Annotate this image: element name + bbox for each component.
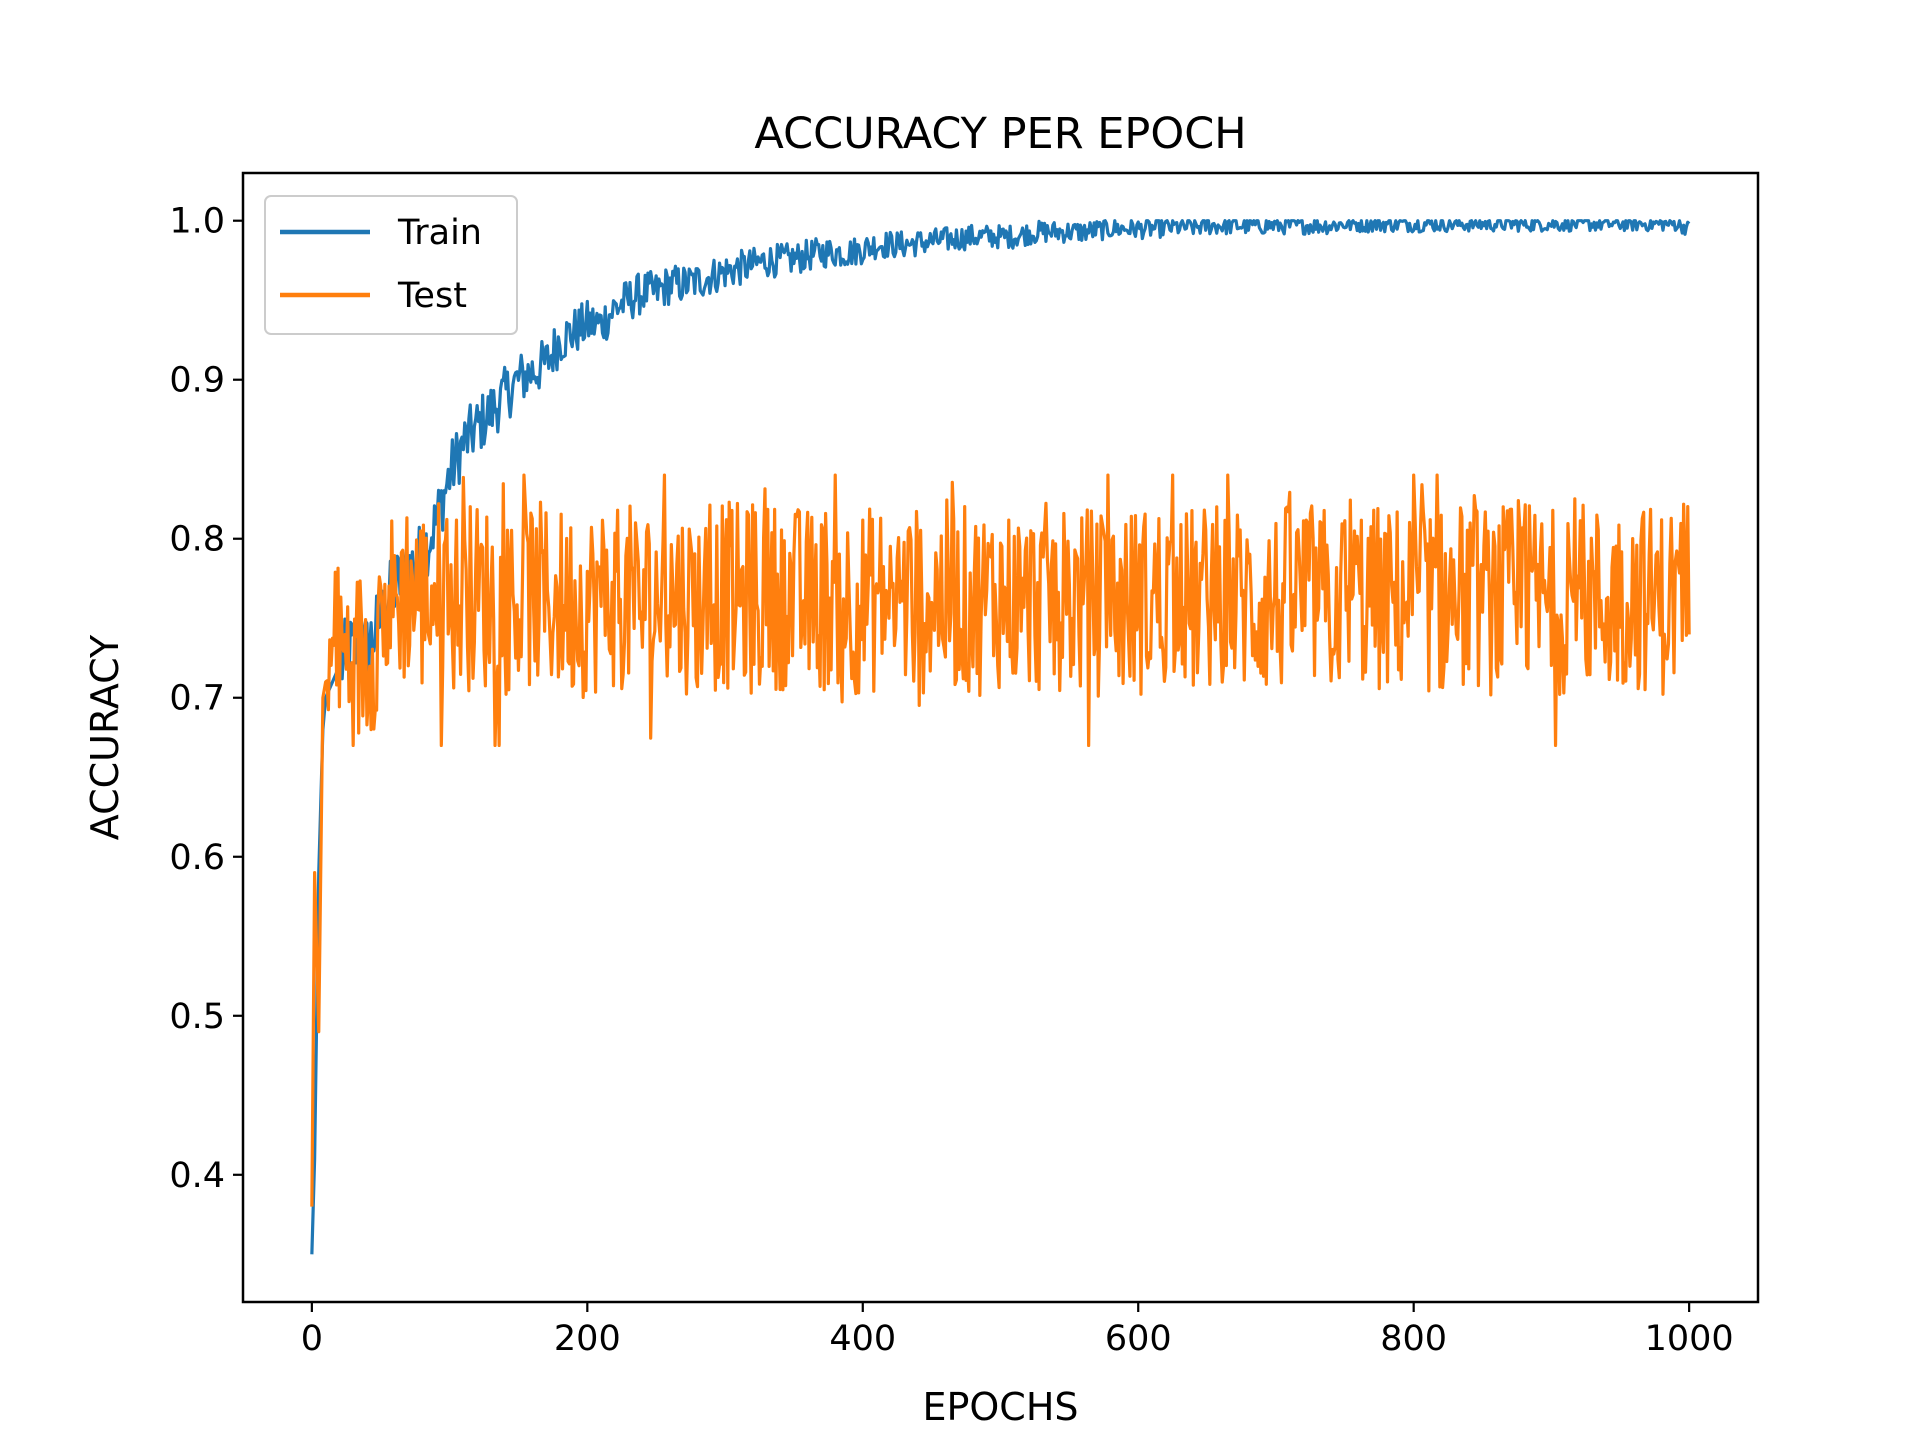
series-layer [310,219,1691,1255]
legend-label-train: Train [397,213,482,253]
x-tick-label: 1000 [1645,1319,1734,1359]
x-axis-title: EPOCHS [922,1385,1078,1429]
x-tick-label: 600 [1105,1319,1172,1359]
y-tick-label: 0.9 [169,361,225,401]
y-tick-label: 0.4 [169,1156,225,1196]
y-tick-label: 0.8 [169,520,225,560]
series-line-test [310,473,1691,1207]
y-axis-title: ACCURACY [83,634,127,840]
x-tick-label: 400 [829,1319,896,1359]
x-tick-label: 800 [1380,1319,1447,1359]
x-tick-label: 0 [301,1319,323,1359]
x-tick-label: 200 [554,1319,621,1359]
plot-frame [241,171,1760,1304]
y-tick-label: 0.7 [169,679,225,719]
tick-layer: 0 200 400 600 800 1000 0.4 0.5 0.6 0.7 0.8 0.9 1.0 [169,202,1733,1359]
legend-label-test: Test [397,276,467,316]
y-tick-label: 0.5 [169,997,225,1037]
y-tick-label: 0.6 [169,838,225,878]
legend: Train Test [264,195,518,335]
chart-title: ACCURACY PER EPOCH [754,109,1246,159]
y-tick-label: 1.0 [169,202,225,242]
series-line-train [310,219,1691,1255]
